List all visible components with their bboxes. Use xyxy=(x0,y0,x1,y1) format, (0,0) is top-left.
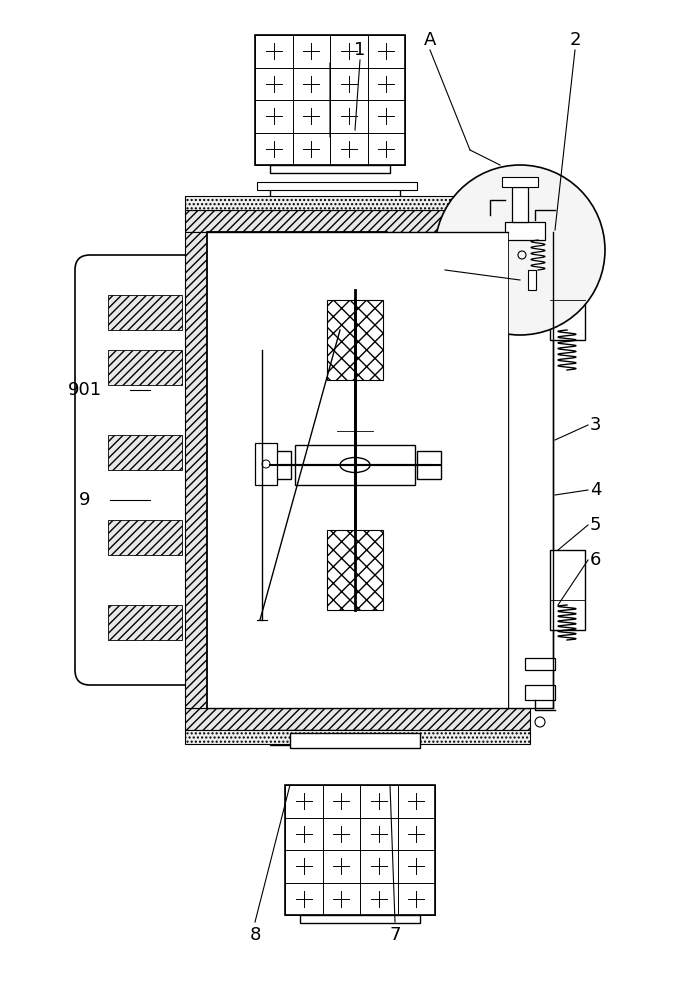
Bar xyxy=(275,453,295,477)
Bar xyxy=(185,196,530,210)
Bar xyxy=(255,443,277,485)
Bar xyxy=(270,185,400,200)
Bar xyxy=(413,453,433,477)
Bar xyxy=(207,232,508,708)
Bar xyxy=(227,450,245,490)
Bar xyxy=(108,295,182,330)
Bar xyxy=(108,520,182,555)
Text: 4: 4 xyxy=(590,481,602,499)
Bar xyxy=(528,270,536,290)
Bar xyxy=(525,235,555,250)
Text: 5: 5 xyxy=(590,516,602,534)
Bar xyxy=(327,300,383,390)
Bar xyxy=(270,165,390,173)
Bar xyxy=(257,182,417,190)
Circle shape xyxy=(435,165,605,335)
Text: 901: 901 xyxy=(68,381,102,399)
Bar xyxy=(327,530,383,620)
Bar xyxy=(255,35,405,165)
Bar xyxy=(512,187,528,222)
Text: 9: 9 xyxy=(79,491,91,509)
Text: 6: 6 xyxy=(590,551,602,569)
Bar xyxy=(108,350,182,385)
Bar xyxy=(327,300,383,380)
Bar xyxy=(525,685,555,700)
Text: 7: 7 xyxy=(389,926,401,944)
Bar xyxy=(550,260,585,340)
Bar xyxy=(185,232,207,708)
Bar xyxy=(270,730,400,745)
Bar xyxy=(337,417,373,445)
Bar xyxy=(508,232,530,708)
Bar xyxy=(108,605,182,640)
Bar xyxy=(502,177,538,187)
Bar xyxy=(417,451,441,479)
Bar xyxy=(327,530,383,610)
Bar xyxy=(300,915,420,923)
FancyBboxPatch shape xyxy=(75,255,215,685)
Bar xyxy=(290,733,420,748)
Bar xyxy=(300,447,410,483)
Text: 1: 1 xyxy=(354,41,366,59)
Bar xyxy=(185,708,530,730)
Bar xyxy=(285,785,435,915)
Text: 2: 2 xyxy=(569,31,581,49)
Bar xyxy=(508,232,553,708)
Text: 8: 8 xyxy=(249,926,261,944)
Bar xyxy=(108,435,182,470)
Bar xyxy=(505,222,545,240)
Bar xyxy=(185,210,530,232)
Text: 3: 3 xyxy=(590,416,602,434)
Text: A: A xyxy=(424,31,436,49)
Bar xyxy=(550,550,585,630)
Polygon shape xyxy=(212,237,372,703)
Polygon shape xyxy=(207,232,387,708)
Bar xyxy=(295,445,415,485)
Bar xyxy=(525,270,555,282)
Bar xyxy=(525,658,555,670)
Bar xyxy=(267,451,291,479)
Bar xyxy=(185,730,530,744)
